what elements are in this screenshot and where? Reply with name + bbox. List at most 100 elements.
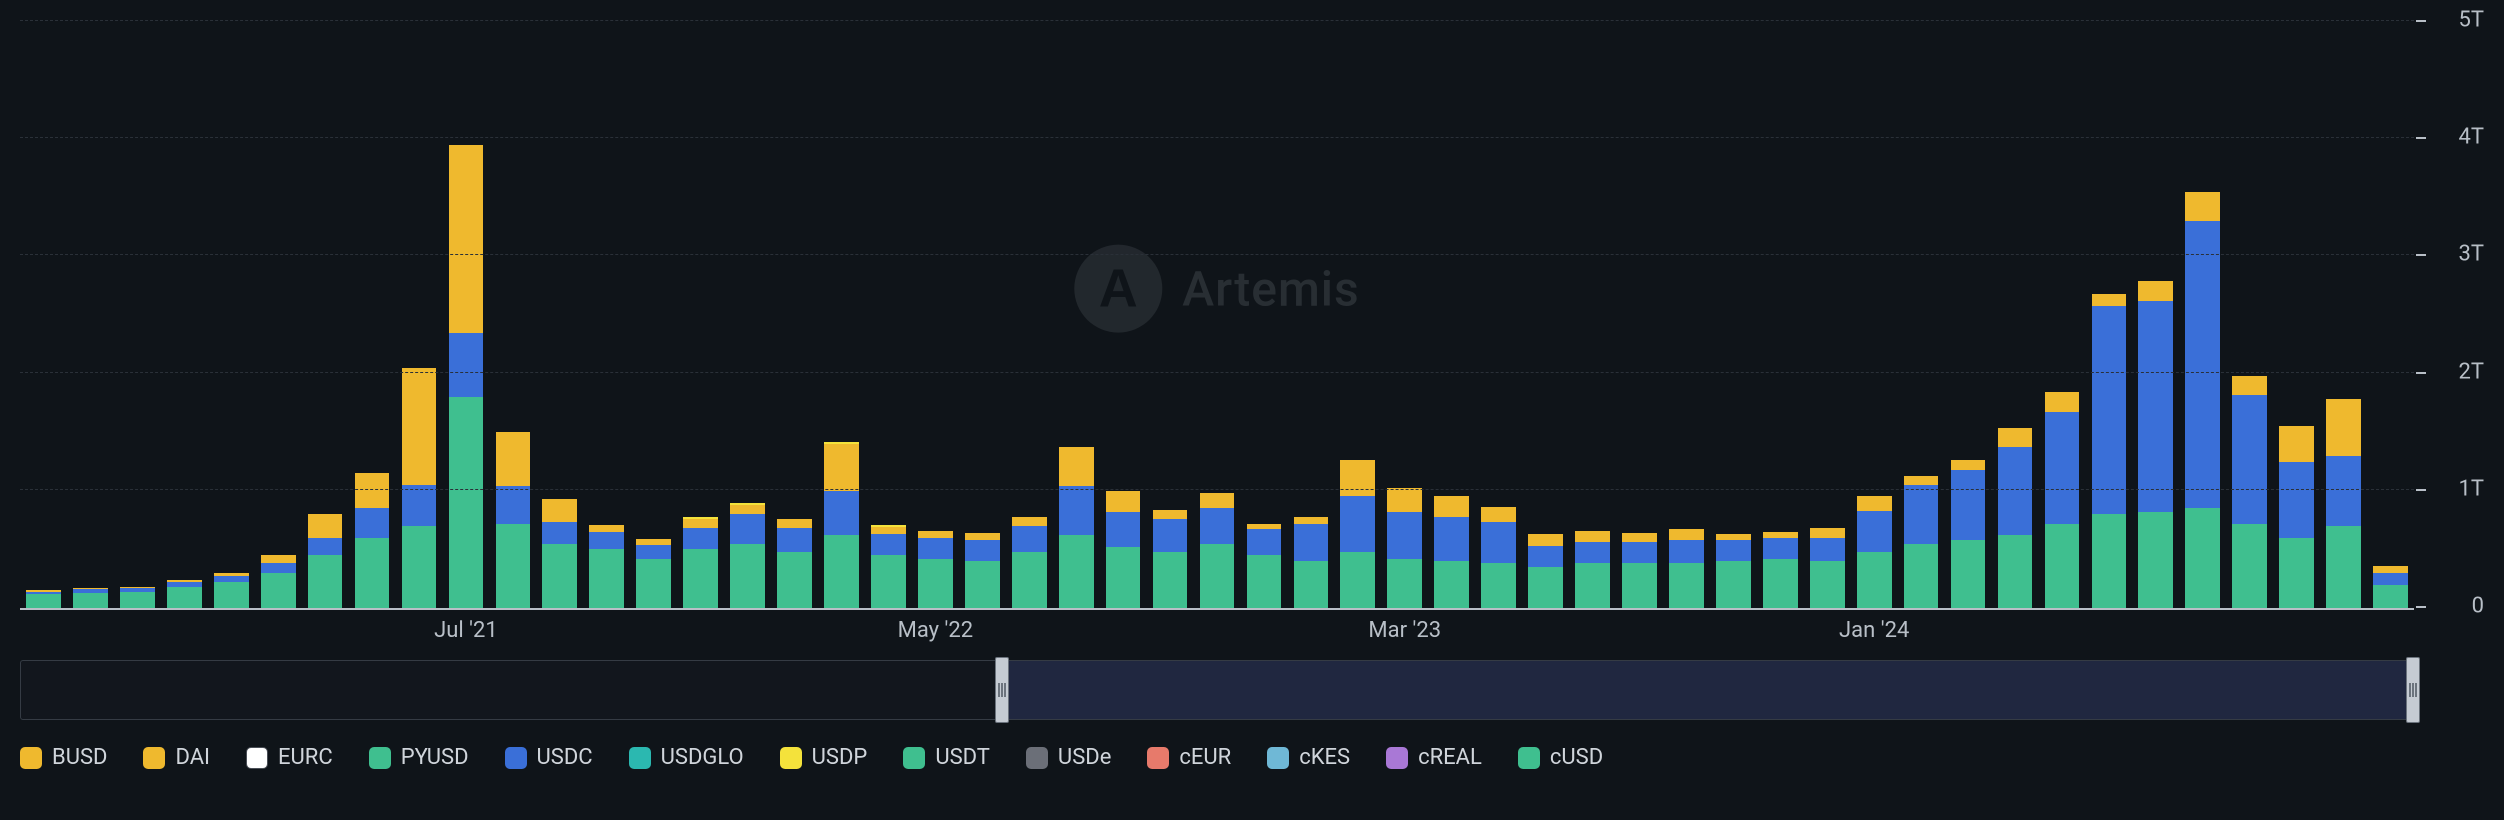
bar-segment-usdc [683,528,718,549]
bar[interactable] [871,525,906,608]
bar[interactable] [918,531,953,608]
bar[interactable] [1106,491,1141,608]
bar[interactable] [2045,392,2080,608]
legend-item-usdc[interactable]: USDC [505,745,593,770]
bar-segment-usdt [824,535,859,608]
legend-label: EURC [278,745,333,770]
bar-segment-usdt [589,549,624,608]
bar[interactable] [2373,566,2408,608]
bar[interactable] [1200,493,1235,608]
bar[interactable] [824,442,859,608]
bar-segment-dai [542,511,577,523]
bar-segment-dai [1528,539,1563,546]
bar[interactable] [1340,460,1375,608]
bar[interactable] [26,590,61,608]
range-handle-left[interactable] [995,657,1009,723]
bar[interactable] [261,555,296,608]
bar-segment-usdc [496,486,531,524]
bar[interactable] [449,145,484,608]
legend-item-ceur[interactable]: cEUR [1147,745,1231,770]
bar[interactable] [542,499,577,608]
bar[interactable] [636,539,671,608]
bar[interactable] [1998,428,2033,608]
legend-item-creal[interactable]: cREAL [1386,745,1482,770]
bar[interactable] [214,573,249,608]
bar[interactable] [1528,534,1563,608]
bar[interactable] [167,580,202,608]
bar-segment-usdc [589,532,624,550]
bar-segment-dai [2185,204,2220,222]
bar-segment-usdt [1857,552,1892,608]
bar[interactable] [777,519,812,608]
bar-segment-usdt [1763,559,1798,608]
legend-item-usdp[interactable]: USDP [780,745,868,770]
legend-item-pyusd[interactable]: PYUSD [369,745,469,770]
bar-segment-usdt [871,555,906,608]
bar-segment-usdc [1106,512,1141,547]
bar[interactable] [1716,534,1751,608]
gridline [20,489,2414,490]
range-selector[interactable] [20,660,2414,720]
bar[interactable] [1763,532,1798,608]
bar[interactable] [2279,426,2314,608]
bar[interactable] [308,514,343,608]
bar-segment-usdc [1575,542,1610,563]
bar[interactable] [1622,533,1657,608]
bar-segment-usdc [308,538,343,556]
bar[interactable] [683,517,718,608]
bar[interactable] [589,525,624,608]
bar-segment-dai [683,519,718,528]
bar[interactable] [965,533,1000,608]
bar-segment-dai [1294,517,1329,524]
bar-segment-dai [777,519,812,528]
range-handle-right[interactable] [2406,657,2420,723]
bar[interactable] [1059,447,1094,608]
bar-segment-usdt [1153,552,1188,608]
bar[interactable] [1951,460,1986,608]
bar-segment-busd [496,432,531,465]
bar[interactable] [120,587,155,608]
bar-segment-usdt [73,593,108,608]
bar[interactable] [2138,281,2173,608]
bar[interactable] [1575,531,1610,608]
bar[interactable] [355,473,390,608]
bar-segment-usdt [2326,526,2361,608]
bar[interactable] [1153,510,1188,608]
bar[interactable] [1387,488,1422,608]
bar[interactable] [1247,524,1282,608]
legend-item-ckes[interactable]: cKES [1267,745,1350,770]
bar[interactable] [2232,376,2267,608]
legend-item-usdt[interactable]: USDT [903,745,990,770]
bar-segment-dai [308,526,343,538]
bar[interactable] [496,432,531,608]
bar[interactable] [1481,507,1516,608]
legend-item-usdglo[interactable]: USDGLO [629,745,744,770]
bar[interactable] [1904,476,1939,608]
bar-segment-usdc [542,522,577,543]
bar-segment-usdt [1340,552,1375,608]
bar[interactable] [2092,294,2127,608]
bar[interactable] [1669,529,1704,608]
bar[interactable] [730,503,765,608]
bar-segment-dai [965,533,1000,540]
bar[interactable] [1810,528,1845,608]
bar-segment-dai [1575,535,1610,542]
bar-segment-usdt [2138,512,2173,608]
bar[interactable] [1434,496,1469,609]
bar[interactable] [73,588,108,608]
legend-item-usde[interactable]: USDe [1026,745,1111,770]
legend-item-eurc[interactable]: EURC [246,745,333,770]
legend-item-busd[interactable]: BUSD [20,745,107,770]
bar-segment-usdt [1059,535,1094,608]
bar-segment-usdt [1998,535,2033,608]
legend-swatch-icon [369,747,391,769]
legend-item-cusd[interactable]: cUSD [1518,745,1603,770]
bar[interactable] [1012,517,1047,608]
legend-item-dai[interactable]: DAI [143,745,210,770]
bar[interactable] [1294,517,1329,608]
bar-segment-dai [2138,287,2173,301]
bar[interactable] [1857,496,1892,609]
bar-segment-busd [1387,488,1422,500]
bar[interactable] [2326,399,2361,608]
bar-segment-dai [918,531,953,538]
